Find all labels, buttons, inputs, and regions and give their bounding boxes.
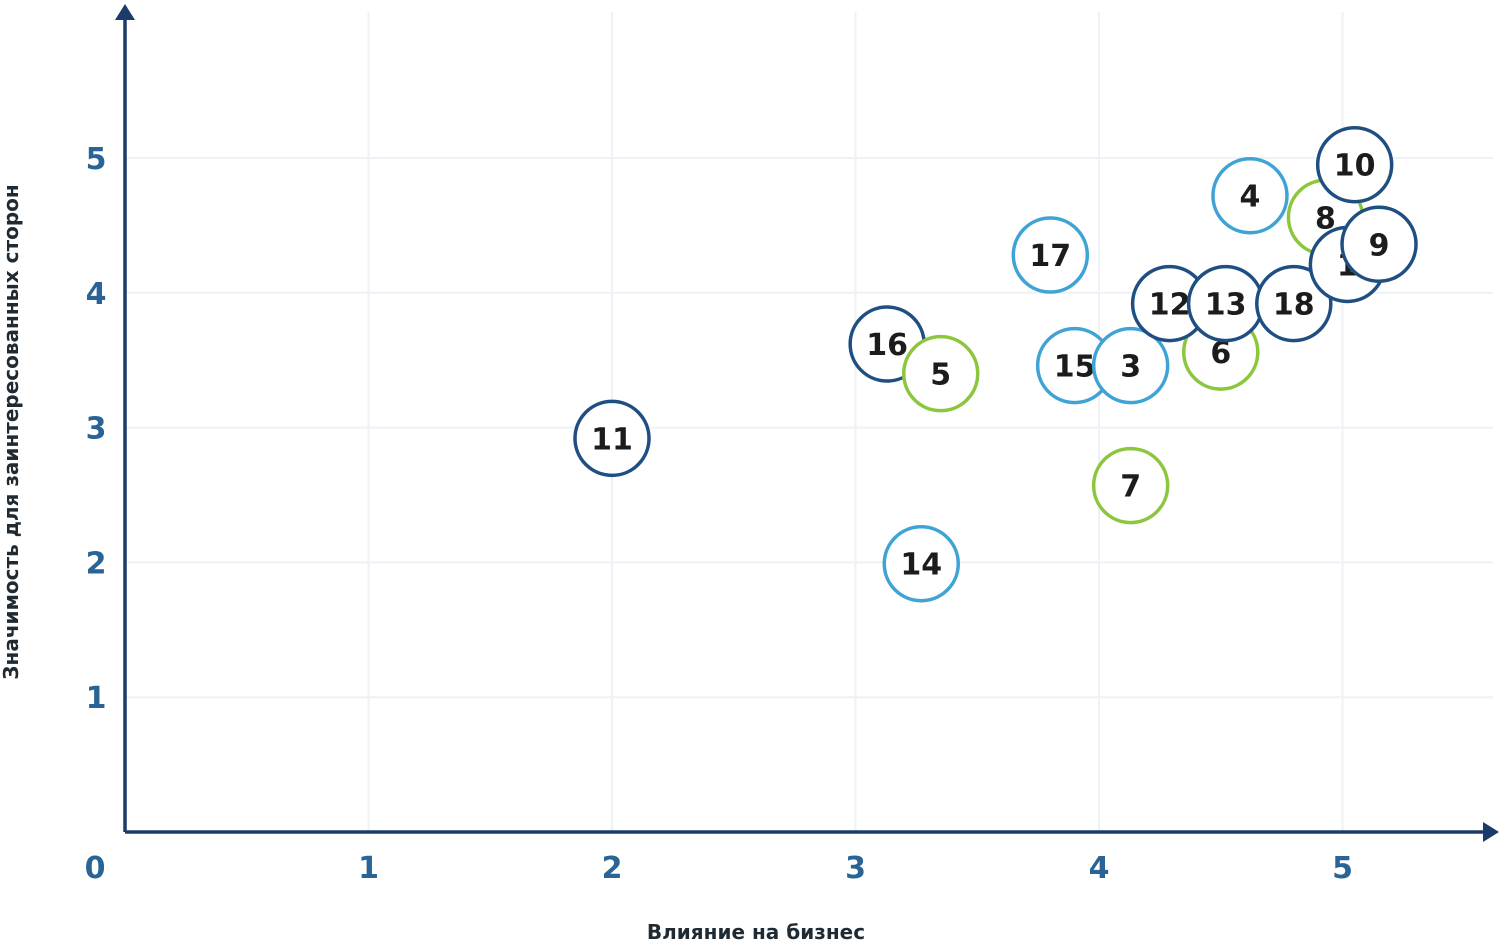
data-point-13: 13 [1186, 264, 1265, 343]
point-bubble [1340, 205, 1418, 284]
x-tick-label: 3 [845, 851, 866, 886]
data-point-11: 11 [573, 399, 651, 478]
data-points: 11141651715376121318481910 [573, 125, 1418, 603]
data-point-17: 17 [1011, 216, 1090, 294]
point-label: 3 [1120, 350, 1141, 385]
point-label: 4 [1240, 180, 1261, 215]
point-label: 13 [1205, 288, 1247, 323]
point-label: 15 [1054, 350, 1096, 385]
data-point-10: 10 [1315, 125, 1394, 204]
y-axis-arrow [115, 4, 135, 20]
x-axis-arrow [1483, 822, 1499, 842]
point-bubble [1315, 125, 1394, 204]
y-axis-title: Значимость для заинтересованных сторон [0, 184, 23, 679]
point-label: 8 [1315, 201, 1336, 236]
origin-label: 0 [85, 851, 106, 886]
data-point-9: 9 [1340, 205, 1418, 284]
point-label: 5 [930, 358, 951, 393]
point-label: 7 [1120, 470, 1141, 505]
point-label: 16 [866, 328, 908, 363]
point-bubble [882, 524, 960, 603]
point-bubble [1211, 156, 1289, 235]
point-bubble [901, 334, 980, 413]
point-label: 12 [1149, 288, 1191, 323]
point-label: 11 [591, 422, 633, 457]
grid [125, 12, 1493, 832]
x-axis-title: Влияние на бизнес [647, 920, 865, 940]
point-bubble [573, 399, 651, 478]
x-tick-label: 4 [1089, 851, 1110, 886]
y-tick-label: 5 [86, 142, 107, 177]
point-label: 10 [1334, 149, 1376, 184]
y-tick-label: 1 [86, 681, 107, 716]
point-label: 14 [900, 548, 942, 583]
point-bubble [1011, 216, 1090, 294]
y-tick-label: 3 [86, 412, 107, 447]
y-tick-label: 2 [86, 546, 107, 581]
y-tick-label: 4 [86, 277, 107, 312]
data-point-3: 3 [1091, 326, 1170, 405]
x-tick-label: 1 [358, 851, 379, 886]
point-bubble [1255, 264, 1333, 343]
data-point-4: 4 [1211, 156, 1289, 235]
data-point-18: 18 [1255, 264, 1333, 343]
point-label: 17 [1029, 239, 1071, 274]
data-point-14: 14 [882, 524, 960, 603]
data-point-7: 7 [1091, 446, 1170, 525]
point-label: 9 [1369, 228, 1390, 263]
point-bubble [1091, 446, 1170, 525]
point-bubble [1091, 326, 1170, 405]
x-tick-label: 2 [602, 851, 623, 886]
point-label: 18 [1273, 288, 1315, 323]
data-point-5: 5 [901, 334, 980, 413]
point-label: 6 [1210, 336, 1231, 371]
x-tick-label: 5 [1332, 851, 1353, 886]
axes [115, 4, 1499, 842]
